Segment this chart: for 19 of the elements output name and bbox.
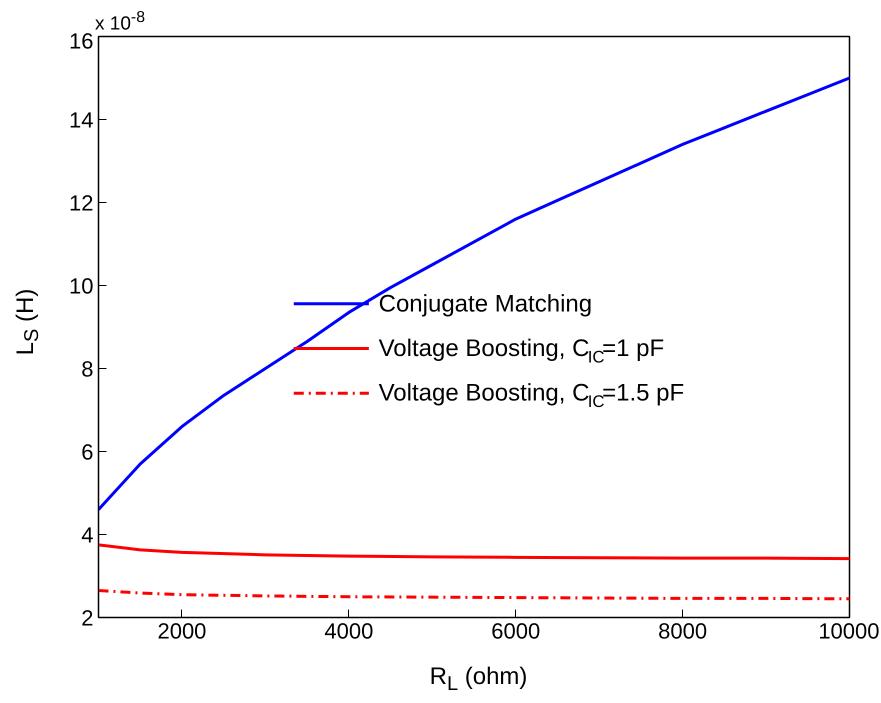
y-tick-label: 10 [69,274,94,298]
y-tick-label: 6 [81,440,94,464]
x-tick-label: 2000 [157,618,206,644]
x-tick-label: 4000 [324,618,374,644]
x-axis-title: R$_{L}$ (ohm) [428,662,528,697]
y-tick-label: 4 [81,522,94,548]
x-tick-label: 6000 [491,618,540,644]
y-tick-label: 12 [69,190,94,216]
y-tick-label: 14 [69,108,94,132]
x-tick-label: 8000 [658,618,708,644]
y-tick-label: 2 [81,606,94,630]
y-tick-label: 16 [69,28,94,54]
legend-label: Conjugate Matching [378,290,592,318]
line-series [98,589,850,600]
x-tick-label: 10000 [818,618,880,644]
line-series [98,76,850,512]
y-tick-label: 8 [81,356,94,382]
line-series [98,543,850,560]
text: x 10$^{-8}$ [95,8,145,36]
